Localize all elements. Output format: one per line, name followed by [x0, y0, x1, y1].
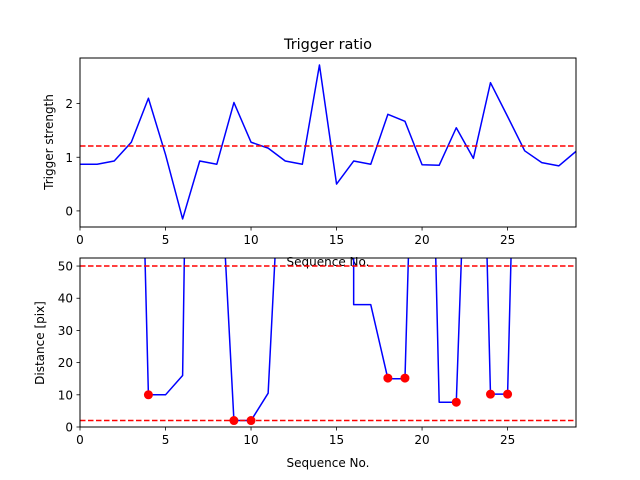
chart-title: Trigger ratio	[283, 37, 372, 53]
x-tick-label: 10	[243, 233, 258, 247]
x-tick-label: 15	[329, 233, 344, 247]
y-tick-label: 50	[58, 260, 73, 274]
trigger-ratio-plot: Trigger ratio Trigger strength Sequence …	[42, 37, 577, 269]
data-point-marker	[143, 390, 153, 400]
x-tick-label: 5	[162, 433, 170, 447]
x-tick-label: 25	[500, 433, 515, 447]
data-point-marker	[485, 389, 495, 399]
plot-frame	[79, 57, 577, 228]
y-tick-label: 1	[65, 151, 73, 165]
x-tick-label: 0	[76, 433, 84, 447]
y-tick-label: 0	[65, 204, 73, 218]
x-tick-label: 0	[76, 233, 84, 247]
x-tick-label: 15	[329, 433, 344, 447]
data-point-marker	[503, 389, 513, 399]
series-line	[80, 64, 576, 220]
x-tick-label: 20	[414, 433, 429, 447]
y-axis-label: Distance [pix]	[33, 301, 47, 385]
distance-plot: Distance [pix] Sequence No. 0 5 10 15 20 25 0 1…	[33, 257, 577, 470]
plot-frame	[79, 257, 577, 428]
series-line-segment	[352, 258, 410, 380]
x-tick-label: 20	[414, 233, 429, 247]
data-point-marker	[229, 416, 239, 426]
data-point-marker	[383, 373, 393, 383]
y-tick-label: 2	[65, 97, 73, 111]
x-tick-label: 25	[500, 233, 515, 247]
series-line-segment	[435, 258, 463, 403]
y-tick-label: 40	[58, 292, 73, 306]
data-point-marker	[451, 397, 461, 407]
data-point-marker	[400, 373, 410, 383]
y-tick-label: 30	[58, 324, 73, 338]
x-axis-label: Sequence No.	[287, 456, 370, 470]
y-tick-label: 0	[65, 421, 73, 435]
x-tick-label: 5	[162, 233, 170, 247]
data-point-marker	[246, 416, 256, 426]
x-axis-label: Sequence No.	[287, 255, 370, 269]
series-line-segment	[144, 258, 186, 396]
y-tick-label: 20	[58, 356, 73, 370]
y-tick-label: 10	[58, 388, 73, 402]
series-line-segment	[486, 258, 512, 395]
y-axis-label: Trigger strength	[42, 94, 56, 191]
x-tick-label: 10	[243, 433, 258, 447]
